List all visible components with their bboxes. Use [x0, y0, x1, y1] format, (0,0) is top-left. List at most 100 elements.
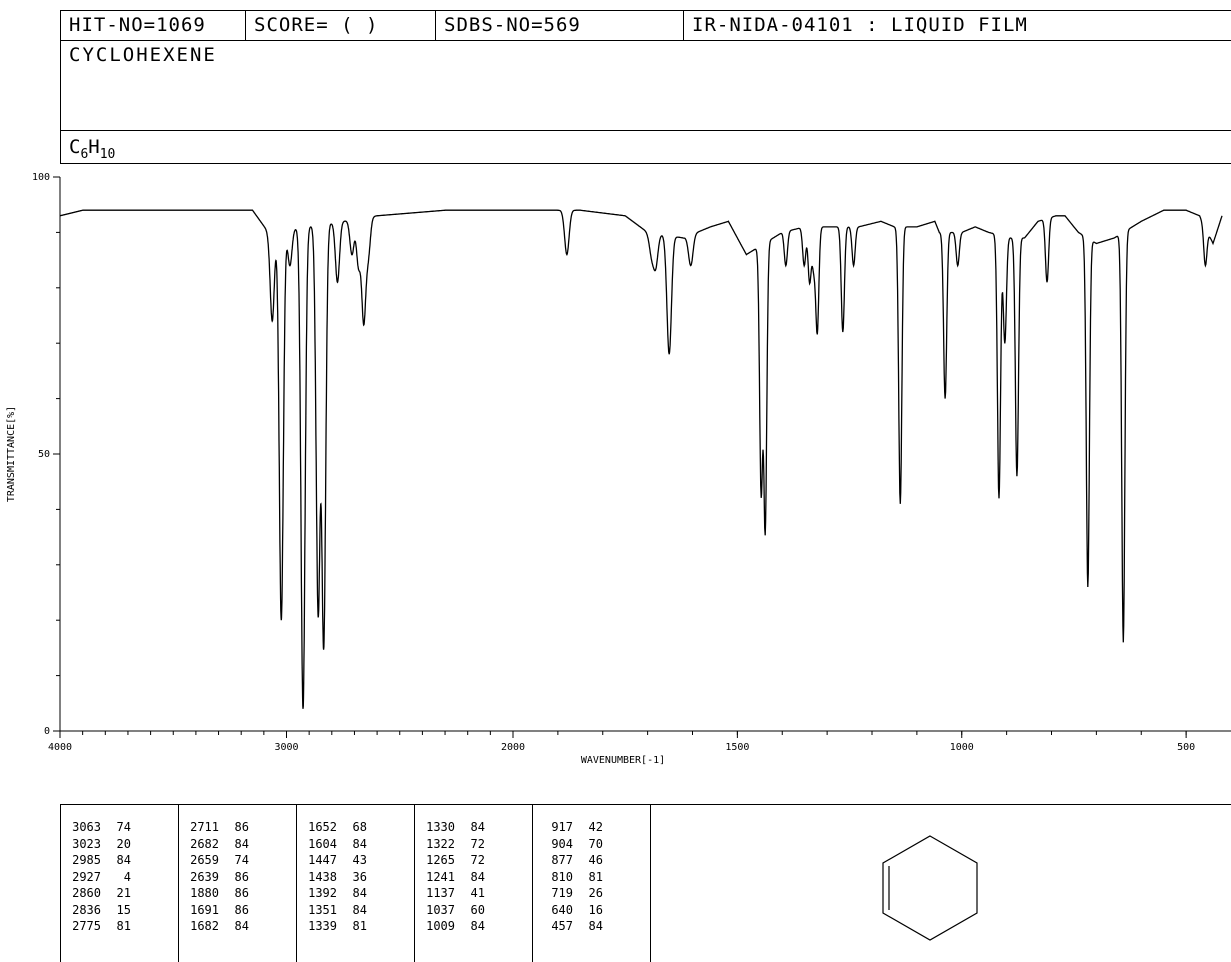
peak-transmittance: 84 [352, 886, 367, 900]
peak-row: 2682 84 [179, 836, 296, 853]
peak-row: 1447 43 [297, 852, 414, 869]
peak-row: 1009 84 [415, 918, 532, 935]
peak-wavenumber: 640 [551, 902, 573, 917]
peak-transmittance: 26 [588, 886, 603, 900]
peak-transmittance: 81 [588, 869, 603, 884]
peak-wavenumber: 877 [551, 853, 573, 867]
peak-transmittance: 41 [470, 886, 485, 900]
peak-row: 2775 81 [61, 918, 178, 935]
x-tick-label: 2000 [501, 742, 525, 753]
formula-carbon-count: 6 [80, 146, 89, 162]
peak-wavenumber: 1351 [308, 902, 337, 917]
peak-transmittance: 20 [116, 836, 131, 851]
peak-row: 640 16 [533, 902, 650, 919]
x-tick-label: 1500 [725, 742, 749, 753]
peak-wavenumber: 2927 [72, 869, 101, 884]
peak-table-column: 917 42 904 70 877 46 810 81 719 26 640 16 457 84 [533, 805, 651, 962]
peak-wavenumber: 2682 [190, 836, 219, 851]
peak-transmittance: 84 [234, 919, 249, 933]
peak-row: 3063 74 [61, 819, 178, 836]
x-axis-label: WAVENUMBER[-1] [581, 755, 665, 766]
peak-wavenumber: 2711 [190, 820, 219, 834]
peak-table-column: 3063 74 3023 20 2985 84 2927 4 2860 21 2836 15 2775 8… [61, 805, 179, 962]
peak-transmittance: 15 [116, 902, 131, 917]
peak-row: 1137 41 [415, 885, 532, 902]
peak-wavenumber: 1137 [426, 886, 455, 900]
cyclohexene-structure [882, 835, 978, 941]
molecular-formula: C6H10 [69, 136, 115, 162]
score-field: SCORE= ( ) [245, 11, 435, 40]
peak-transmittance: 74 [116, 820, 131, 834]
ring-outline [882, 835, 978, 941]
x-tick-label: 1000 [950, 742, 974, 753]
hit-number: HIT-NO=1069 [69, 14, 206, 36]
peak-wavenumber: 3063 [72, 820, 101, 834]
peak-transmittance: 86 [234, 902, 249, 917]
peak-transmittance: 86 [234, 869, 249, 884]
formula-hydrogen-count: 10 [99, 146, 116, 162]
peak-transmittance: 60 [470, 902, 485, 917]
peak-wavenumber: 457 [551, 919, 573, 933]
peak-wavenumber: 917 [551, 820, 573, 834]
peak-transmittance: 84 [116, 853, 131, 867]
spectrum-header: HIT-NO=1069 SCORE= ( ) SDBS-NO=569 IR-NI… [60, 10, 1231, 164]
peak-wavenumber: 810 [551, 869, 573, 884]
peak-table-column: 1652 68 1604 84 1447 43 1438 36 1392 84 1351 84 1339… [297, 805, 415, 962]
peak-wavenumber: 2985 [72, 853, 101, 867]
peak-transmittance: 84 [470, 869, 485, 884]
peak-row: 457 84 [533, 918, 650, 935]
y-axis-label: TRANSMITTANCE[%] [6, 406, 17, 502]
peak-wavenumber: 719 [551, 886, 573, 900]
peak-row: 904 70 [533, 836, 650, 853]
peak-table-column: 2711 86 2682 84 2659 74 2639 86 1880 86 1691 86 1682… [179, 805, 297, 962]
peak-row: 2639 86 [179, 869, 296, 886]
peak-transmittance: 70 [588, 836, 603, 851]
x-tick-label: 4000 [48, 742, 72, 753]
peak-transmittance: 81 [352, 919, 367, 933]
peak-row: 2927 4 [61, 869, 178, 886]
y-tick-label: 0 [44, 726, 50, 737]
peak-transmittance: 68 [352, 820, 367, 834]
ir-code: IR-NIDA-04101 : LIQUID FILM [683, 11, 1231, 40]
y-tick-label: 100 [32, 172, 50, 183]
peak-row: 1241 84 [415, 869, 532, 886]
peak-row: 1339 81 [297, 918, 414, 935]
peak-wavenumber: 1880 [190, 886, 219, 900]
peak-wavenumber: 1009 [426, 919, 455, 933]
x-tick-label: 500 [1177, 742, 1195, 753]
peak-transmittance: 86 [234, 886, 249, 900]
formula-row: C6H10 [61, 130, 1231, 163]
peak-wavenumber: 2659 [190, 853, 219, 867]
peak-row: 877 46 [533, 852, 650, 869]
peak-row: 1682 84 [179, 918, 296, 935]
peak-row: 1691 86 [179, 902, 296, 919]
peak-transmittance: 4 [123, 869, 131, 884]
peak-transmittance: 16 [588, 902, 603, 917]
peak-wavenumber: 1322 [426, 836, 455, 851]
compound-name: CYCLOHEXENE [69, 44, 217, 66]
peak-wavenumber: 904 [551, 836, 573, 851]
peak-transmittance: 81 [116, 919, 131, 933]
peak-wavenumber: 1652 [308, 820, 337, 834]
peak-row: 917 42 [533, 819, 650, 836]
peak-row: 810 81 [533, 869, 650, 886]
header-info-row: HIT-NO=1069 SCORE= ( ) SDBS-NO=569 IR-NI… [61, 11, 1231, 41]
peak-transmittance: 46 [588, 853, 603, 867]
peak-row: 1392 84 [297, 885, 414, 902]
peak-row: 2860 21 [61, 885, 178, 902]
peak-transmittance: 72 [470, 836, 485, 851]
peak-row: 1438 36 [297, 869, 414, 886]
peak-transmittance: 84 [352, 902, 367, 917]
peak-transmittance: 84 [588, 919, 603, 933]
peak-row: 2836 15 [61, 902, 178, 919]
peak-row: 1604 84 [297, 836, 414, 853]
peak-table: 3063 74 3023 20 2985 84 2927 4 2860 21 2836 15 2775 8… [60, 804, 1231, 962]
peak-wavenumber: 1265 [426, 853, 455, 867]
peak-transmittance: 72 [470, 853, 485, 867]
peak-table-column: 1330 84 1322 72 1265 72 1241 84 1137 41 1037 60 1009… [415, 805, 533, 962]
peak-wavenumber: 1604 [308, 836, 337, 851]
peak-row: 2711 86 [179, 819, 296, 836]
peak-wavenumber: 2639 [190, 869, 219, 884]
peak-wavenumber: 1330 [426, 820, 455, 834]
